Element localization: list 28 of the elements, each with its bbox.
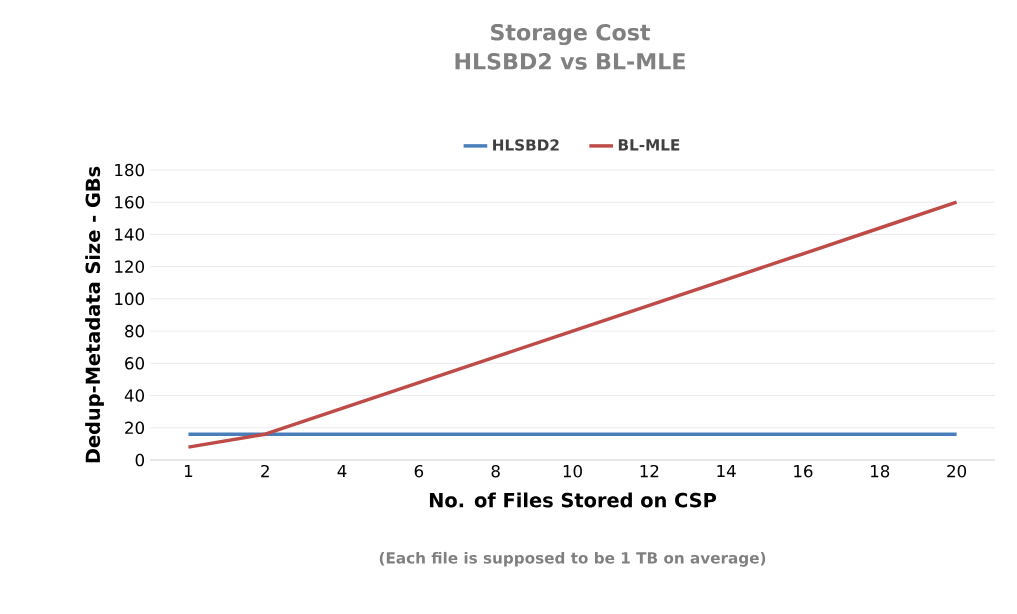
x-tick-label: 8: [491, 464, 500, 478]
legend-label: HLSBD2: [493, 139, 559, 151]
x-tick-label: 6: [414, 464, 424, 478]
x-tick-label: 10: [563, 464, 582, 478]
x-tick-label: 18: [871, 464, 890, 478]
y-tick-label: 20: [125, 421, 145, 435]
x-tick-label: 20: [947, 464, 967, 478]
y-tick-label: 120: [115, 260, 144, 273]
y-tick-label: 160: [115, 195, 144, 209]
text: (Each file is supposed to be 1 TB on average): [379, 551, 766, 567]
y-tick-label: 0: [135, 453, 145, 467]
y-tick-label: 40: [124, 389, 145, 402]
x-axis-title: No. of Files Stored on CSP: [429, 492, 717, 508]
y-axis-title: Dedup-Metadata Size - GBs: [85, 166, 104, 463]
y-tick-label: 100: [115, 292, 144, 306]
y-tick-label: 80: [125, 324, 145, 338]
chart-title: Storage Cost HLSBD2 vs BL-MLE: [455, 23, 685, 70]
y-tick-label: 60: [125, 357, 145, 370]
line-series: [186, 200, 959, 449]
x-tick-label: 1: [184, 464, 193, 477]
x-tick-label: 14: [717, 464, 736, 477]
y-tick-label: 140: [115, 228, 144, 241]
x-tick-label: 12: [640, 464, 659, 478]
y-tick-label: 180: [115, 163, 144, 177]
x-tick-label: 16: [794, 464, 813, 478]
legend-label: BL-MLE: [618, 139, 680, 151]
x-tick-label: 4: [337, 464, 347, 477]
x-tick-label: 2: [261, 464, 269, 478]
